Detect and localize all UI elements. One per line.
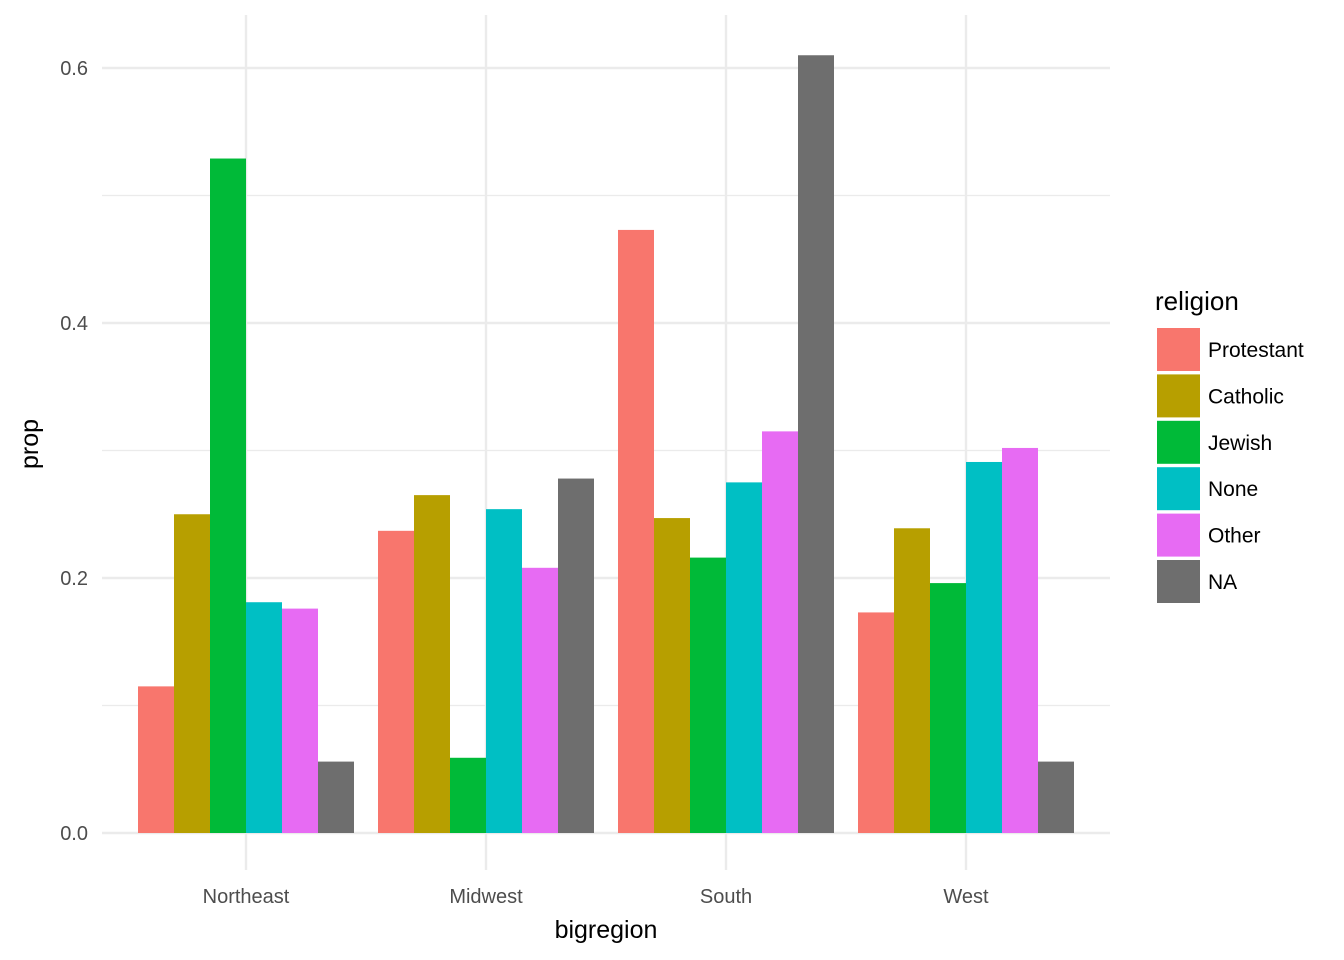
bar-layer bbox=[138, 55, 1074, 834]
legend-key-catholic bbox=[1157, 374, 1200, 418]
bar-northeast-other bbox=[282, 608, 318, 833]
bar-south-jewish bbox=[690, 557, 726, 833]
bar-west-catholic bbox=[894, 528, 930, 833]
bar-south-catholic bbox=[654, 518, 690, 833]
bar-midwest-protestant bbox=[378, 530, 414, 833]
bar-west-na bbox=[1038, 761, 1074, 833]
bar-south-na bbox=[798, 55, 834, 833]
legend-label: Other bbox=[1208, 525, 1261, 548]
bar-northeast-na bbox=[318, 761, 354, 833]
axis-layer: 0.0 0.2 0.4 0.6 Northeast Midwest South West bbox=[60, 58, 989, 908]
bar-west-protestant bbox=[858, 612, 894, 833]
y-tick-label: 0.0 bbox=[60, 823, 88, 845]
legend-label: Protestant bbox=[1208, 339, 1304, 362]
legend-key-jewish bbox=[1157, 420, 1200, 464]
bar-south-other bbox=[762, 431, 798, 833]
bar-midwest-none bbox=[486, 509, 522, 833]
bar-midwest-jewish bbox=[450, 757, 486, 833]
bar-northeast-jewish bbox=[210, 158, 246, 833]
legend: religion Protestant Catholic Jewish None Oth… bbox=[1155, 286, 1304, 603]
legend-key-none bbox=[1157, 467, 1200, 511]
legend-label: NA bbox=[1208, 571, 1237, 594]
bar-south-protestant bbox=[618, 229, 654, 834]
bar-northeast-none bbox=[246, 602, 282, 833]
bar-midwest-na bbox=[558, 478, 594, 833]
bar-northeast-catholic bbox=[174, 514, 210, 833]
legend-label: Catholic bbox=[1208, 385, 1284, 408]
legend-key-other bbox=[1157, 513, 1200, 557]
legend-title: religion bbox=[1155, 286, 1239, 316]
bar-west-other bbox=[1002, 447, 1038, 833]
legend-key-na bbox=[1157, 560, 1200, 603]
bar-midwest-other bbox=[522, 567, 558, 833]
bar-west-jewish bbox=[930, 583, 966, 833]
bar-west-none bbox=[966, 461, 1002, 833]
bar-northeast-protestant bbox=[138, 686, 174, 833]
x-tick-label: Midwest bbox=[449, 886, 523, 908]
legend-label: Jewish bbox=[1208, 432, 1272, 455]
y-tick-label: 0.4 bbox=[60, 313, 88, 335]
x-tick-label: Northeast bbox=[203, 886, 290, 908]
x-tick-label: West bbox=[943, 886, 989, 908]
y-tick-label: 0.2 bbox=[60, 568, 88, 590]
bar-south-none bbox=[726, 482, 762, 833]
y-axis-title: prop bbox=[16, 419, 44, 469]
bar-midwest-catholic bbox=[414, 495, 450, 833]
legend-label: None bbox=[1208, 478, 1258, 501]
legend-key-protestant bbox=[1157, 328, 1200, 371]
y-tick-label: 0.6 bbox=[60, 58, 88, 80]
x-tick-label: South bbox=[700, 886, 752, 908]
x-axis-title: bigregion bbox=[555, 916, 658, 944]
